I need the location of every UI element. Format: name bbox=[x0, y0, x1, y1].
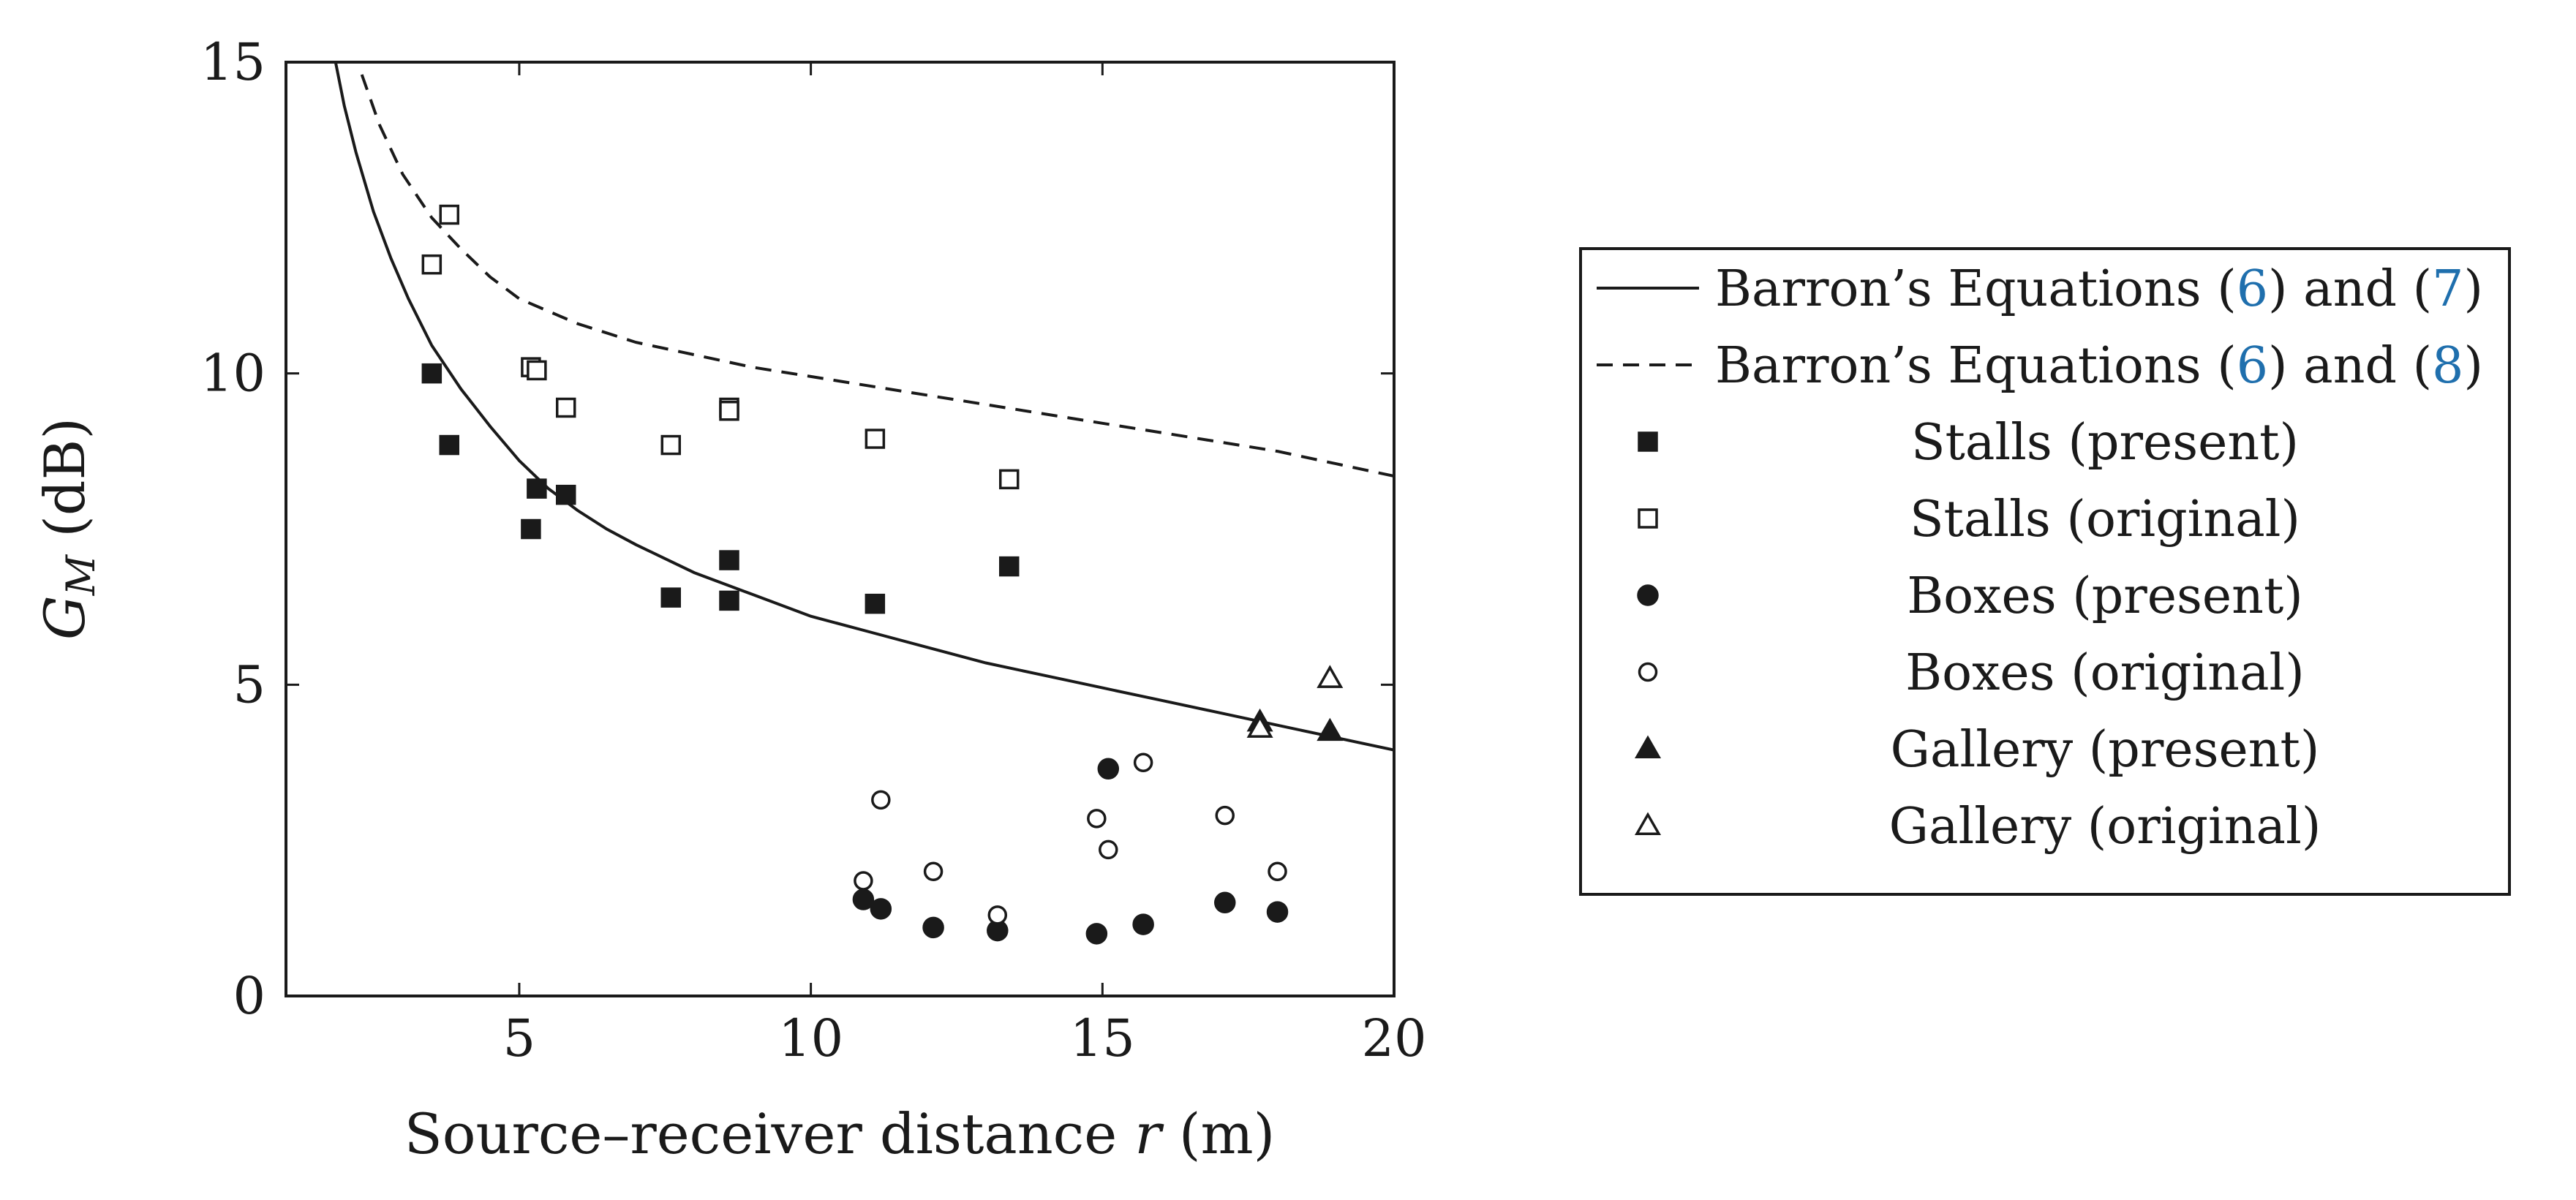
legend-swatch-marker bbox=[1634, 812, 1662, 835]
legend-box bbox=[1579, 247, 2511, 896]
legend-label: Barron’s Equations (6) and (8) bbox=[1715, 337, 2483, 395]
x-tick-label: 20 bbox=[1361, 1008, 1426, 1068]
curve-equations-6-7 bbox=[334, 61, 1395, 752]
y-axis-label: GM (dB) bbox=[32, 418, 104, 640]
point-boxes-original bbox=[1133, 752, 1153, 772]
curve-equations-6-8 bbox=[360, 74, 1395, 478]
plot-area-frame bbox=[285, 61, 1396, 997]
point-stalls-original bbox=[421, 254, 442, 275]
legend-label: Stalls (original) bbox=[1910, 491, 2300, 548]
point-stalls-present bbox=[998, 556, 1020, 577]
legend-label: Gallery (original) bbox=[1889, 798, 2321, 856]
y-tick-label: 5 bbox=[233, 654, 265, 714]
point-boxes-present bbox=[852, 888, 875, 910]
point-boxes-original bbox=[1099, 839, 1118, 860]
x-tick-label: 5 bbox=[503, 1008, 536, 1068]
point-stalls-original bbox=[527, 360, 547, 381]
y-tick-label: 10 bbox=[200, 344, 265, 404]
axis-ticks: 5 10 15 20 0 5 10 15 bbox=[200, 32, 1427, 1068]
legend-label: Boxes (original) bbox=[1905, 644, 2305, 702]
point-boxes-original bbox=[923, 861, 944, 881]
point-stalls-original bbox=[998, 469, 1020, 490]
point-stalls-present bbox=[421, 363, 442, 384]
point-gallery-present bbox=[1317, 717, 1344, 741]
legend-label: Gallery (present) bbox=[1891, 721, 2320, 779]
point-boxes-present bbox=[1266, 901, 1289, 923]
point-stalls-original bbox=[439, 204, 460, 225]
y-tick-label: 15 bbox=[200, 32, 265, 92]
curves bbox=[334, 61, 1395, 752]
point-boxes-present bbox=[1085, 923, 1108, 945]
point-boxes-present bbox=[922, 916, 944, 939]
legend-swatch-marker bbox=[1638, 508, 1658, 529]
point-boxes-present bbox=[1132, 913, 1154, 935]
point-gallery-original bbox=[1317, 665, 1344, 688]
point-boxes-original bbox=[854, 871, 873, 891]
point-stalls-present bbox=[719, 590, 739, 611]
legend-label: Stalls (present) bbox=[1911, 414, 2299, 472]
legend: Barron’s Equations (6) and (7) Barron’s E… bbox=[1597, 260, 2483, 856]
point-boxes-original bbox=[987, 905, 1008, 925]
point-stalls-present bbox=[865, 593, 886, 614]
point-stalls-present bbox=[555, 484, 576, 505]
point-stalls-original bbox=[719, 400, 739, 421]
x-tick-label: 15 bbox=[1070, 1008, 1135, 1068]
point-stalls-original bbox=[660, 434, 682, 456]
point-boxes-original bbox=[1087, 809, 1107, 829]
legend-label: Boxes (present) bbox=[1907, 567, 2303, 625]
y-tick-label: 0 bbox=[233, 966, 265, 1026]
legend-swatch-marker bbox=[1638, 431, 1658, 452]
point-boxes-original bbox=[1268, 861, 1287, 881]
point-stalls-present bbox=[439, 434, 460, 456]
point-stalls-present bbox=[527, 478, 547, 499]
legend-swatch-marker bbox=[1637, 584, 1659, 606]
point-boxes-present bbox=[1214, 891, 1236, 914]
point-stalls-present bbox=[719, 550, 739, 570]
point-boxes-original bbox=[1215, 805, 1235, 826]
point-boxes-present bbox=[870, 898, 892, 920]
point-stalls-present bbox=[660, 587, 682, 608]
point-boxes-present bbox=[1097, 758, 1120, 780]
point-stalls-present bbox=[521, 518, 541, 540]
point-gallery-original bbox=[1246, 714, 1273, 738]
point-stalls-original bbox=[865, 429, 886, 449]
x-axis-label: Source–receiver distance r (m) bbox=[404, 1101, 1276, 1166]
point-boxes-original bbox=[871, 790, 891, 810]
point-stalls-original bbox=[555, 397, 576, 418]
legend-label: Barron’s Equations (6) and (7) bbox=[1715, 260, 2483, 318]
data-points bbox=[421, 204, 1344, 945]
legend-swatch-marker bbox=[1634, 735, 1662, 758]
legend-swatch-marker bbox=[1638, 662, 1658, 682]
x-tick-label: 10 bbox=[778, 1008, 843, 1068]
